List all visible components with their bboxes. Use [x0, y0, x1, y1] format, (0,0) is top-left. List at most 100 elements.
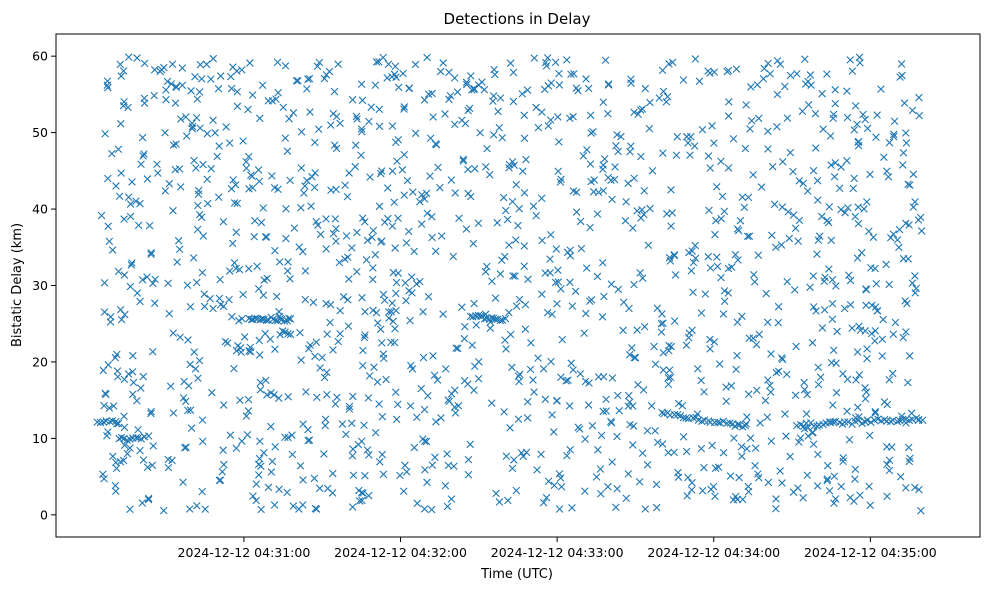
data-point [846, 56, 854, 64]
data-point [908, 415, 917, 424]
data-point [711, 464, 720, 472]
data-point [392, 289, 400, 298]
data-point [809, 303, 818, 311]
data-point [120, 412, 128, 421]
data-point [665, 60, 673, 68]
data-point [882, 260, 890, 269]
data-point [138, 133, 147, 142]
data-point [383, 74, 392, 82]
data-point [455, 214, 463, 223]
data-point [684, 139, 692, 147]
data-point [488, 277, 496, 285]
data-point [541, 269, 550, 277]
data-point [829, 114, 837, 123]
data-point [227, 184, 236, 193]
data-point [612, 503, 620, 512]
data-point [809, 440, 818, 449]
data-point [202, 60, 211, 69]
data-point [420, 405, 429, 414]
data-point [682, 414, 690, 422]
data-point [192, 164, 200, 172]
data-point [351, 162, 359, 171]
data-point [736, 216, 745, 225]
data-point [638, 105, 647, 113]
data-point [733, 351, 741, 360]
data-point [401, 279, 410, 287]
data-point [579, 152, 588, 160]
data-point [358, 361, 367, 370]
data-point [100, 474, 108, 483]
data-point [216, 300, 225, 309]
data-point [225, 267, 234, 275]
data-point [745, 232, 754, 241]
data-point [304, 436, 312, 445]
data-point [233, 102, 242, 111]
data-point [643, 460, 652, 469]
data-point [273, 58, 282, 67]
data-point [371, 250, 380, 259]
data-point [196, 60, 205, 69]
data-point [863, 124, 872, 133]
data-point [658, 66, 667, 75]
data-point [583, 145, 591, 154]
data-point [889, 132, 898, 141]
data-point [653, 304, 662, 313]
data-point [607, 417, 615, 426]
data-point [359, 346, 367, 355]
data-point [150, 65, 159, 74]
data-point [199, 160, 207, 169]
data-point [574, 423, 583, 432]
data-point [778, 203, 787, 211]
data-point [720, 207, 729, 216]
data-point [613, 484, 621, 493]
data-point [396, 471, 404, 480]
data-point [628, 344, 636, 352]
data-point [134, 425, 142, 434]
data-point [503, 215, 512, 224]
data-point [897, 60, 906, 68]
data-point [572, 188, 581, 196]
data-point [551, 278, 560, 287]
data-point [282, 234, 290, 243]
data-point [855, 371, 864, 379]
data-point [392, 415, 401, 424]
data-point [866, 170, 874, 179]
data-point [780, 82, 789, 91]
data-point [825, 486, 834, 495]
data-point [439, 59, 447, 67]
data-point [674, 399, 683, 408]
data-point [375, 458, 384, 466]
data-point [492, 489, 500, 498]
data-point [116, 457, 125, 466]
data-point [705, 206, 713, 215]
y-tick-label: 50 [32, 125, 48, 140]
data-point [228, 313, 236, 321]
data-point [837, 482, 845, 491]
data-point [334, 337, 343, 346]
data-point [690, 142, 699, 150]
data-point [720, 287, 729, 295]
data-point [570, 70, 578, 78]
data-point [852, 376, 860, 384]
data-point [256, 385, 265, 394]
data-point [853, 348, 862, 356]
data-point [813, 176, 822, 185]
data-point [388, 299, 396, 307]
data-point [698, 486, 707, 495]
data-point [139, 152, 147, 160]
data-point [410, 443, 419, 452]
data-point [619, 326, 627, 335]
data-point [233, 87, 242, 96]
data-point [443, 450, 451, 458]
data-point [111, 353, 120, 362]
data-point [741, 144, 750, 153]
data-point [436, 183, 444, 192]
data-point [249, 492, 257, 500]
data-point [641, 84, 650, 93]
data-point [891, 318, 900, 327]
data-point [508, 363, 516, 372]
data-point [470, 299, 478, 308]
data-point [193, 95, 202, 103]
data-point [109, 402, 118, 410]
data-point [715, 360, 724, 368]
